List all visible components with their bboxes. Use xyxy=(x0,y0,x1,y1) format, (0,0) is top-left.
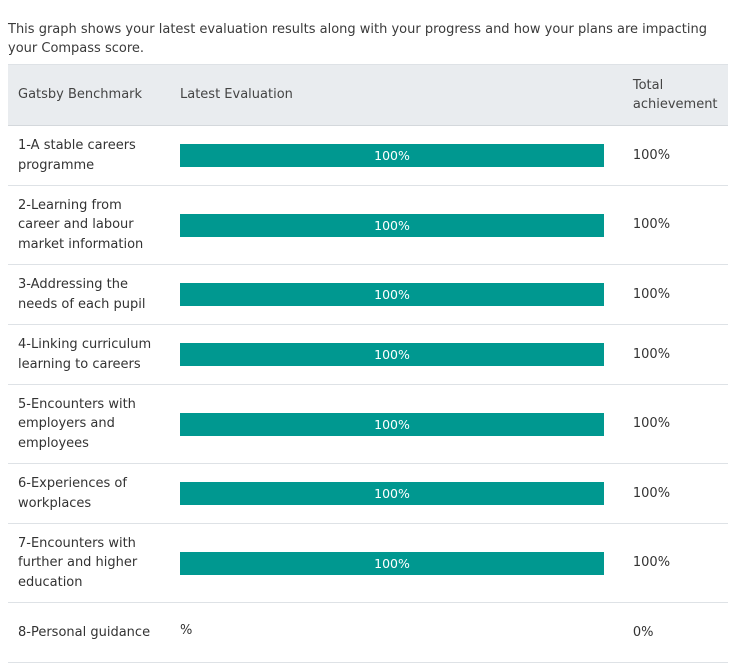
total-achievement: 0% xyxy=(617,602,728,663)
table-row: 5-Encounters with employers and employee… xyxy=(8,384,728,464)
progress-bar-fill: 100% xyxy=(180,283,604,306)
benchmark-name: 3-Addressing the needs of each pupil xyxy=(8,264,170,325)
evaluation-cell: 100% xyxy=(170,264,618,325)
table-row: 3-Addressing the needs of each pupil 100… xyxy=(8,264,728,325)
header-latest-evaluation: Latest Evaluation xyxy=(170,64,618,126)
benchmark-name: 8-Personal guidance xyxy=(8,602,170,663)
progress-bar-fill: 100% xyxy=(180,551,604,575)
benchmark-name: 6-Experiences of workplaces xyxy=(8,463,170,524)
total-achievement: 100% xyxy=(617,264,728,325)
header-gatsby-benchmark: Gatsby Benchmark xyxy=(8,64,170,126)
benchmark-table: Gatsby Benchmark Latest Evaluation Total… xyxy=(8,64,728,663)
evaluation-cell: % xyxy=(170,602,618,663)
evaluation-value: % xyxy=(180,622,193,638)
table-row: 1-A stable careers programme 100% 100% xyxy=(8,125,728,186)
progress-bar-fill: 100% xyxy=(180,482,604,505)
evaluation-cell: 100% xyxy=(170,384,618,464)
progress-bar: 100% xyxy=(180,343,604,366)
progress-bar-fill: 100% xyxy=(180,213,604,237)
evaluation-cell: 100% xyxy=(170,463,618,524)
progress-bar-fill: 100% xyxy=(180,412,604,436)
total-achievement: 100% xyxy=(617,384,728,464)
benchmark-name: 5-Encounters with employers and employee… xyxy=(8,384,170,464)
intro-text: This graph shows your latest evaluation … xyxy=(8,22,707,56)
progress-bar: 100% xyxy=(180,213,604,237)
table-row: 8-Personal guidance % 0% xyxy=(8,602,728,663)
total-achievement: 100% xyxy=(617,185,728,265)
progress-bar: 100% xyxy=(180,482,604,505)
table-row: 7-Encounters with further and higher edu… xyxy=(8,523,728,603)
table-header-row: Gatsby Benchmark Latest Evaluation Total… xyxy=(8,64,728,126)
progress-bar: 100% xyxy=(180,412,604,436)
benchmark-name: 2-Learning from career and labour market… xyxy=(8,185,170,265)
total-achievement: 100% xyxy=(617,463,728,524)
progress-bar: 100% xyxy=(180,551,604,575)
total-achievement: 100% xyxy=(617,523,728,603)
header-total-achievement: Total achievement xyxy=(617,64,728,126)
table-row: 6-Experiences of workplaces 100% 100% xyxy=(8,463,728,524)
evaluation-cell: 100% xyxy=(170,324,618,385)
table-row: 2-Learning from career and labour market… xyxy=(8,185,728,265)
benchmark-name: 7-Encounters with further and higher edu… xyxy=(8,523,170,603)
progress-bar-fill: 100% xyxy=(180,144,604,167)
evaluation-cell: 100% xyxy=(170,125,618,186)
benchmark-name: 1-A stable careers programme xyxy=(8,125,170,186)
evaluation-cell: 100% xyxy=(170,185,618,265)
progress-bar-fill: 100% xyxy=(180,343,604,366)
evaluation-cell: 100% xyxy=(170,523,618,603)
progress-bar: 100% xyxy=(180,283,604,306)
benchmark-name: 4-Linking curriculum learning to careers xyxy=(8,324,170,385)
table-row: 4-Linking curriculum learning to careers… xyxy=(8,324,728,385)
total-achievement: 100% xyxy=(617,324,728,385)
progress-bar: 100% xyxy=(180,144,604,167)
total-achievement: 100% xyxy=(617,125,728,186)
